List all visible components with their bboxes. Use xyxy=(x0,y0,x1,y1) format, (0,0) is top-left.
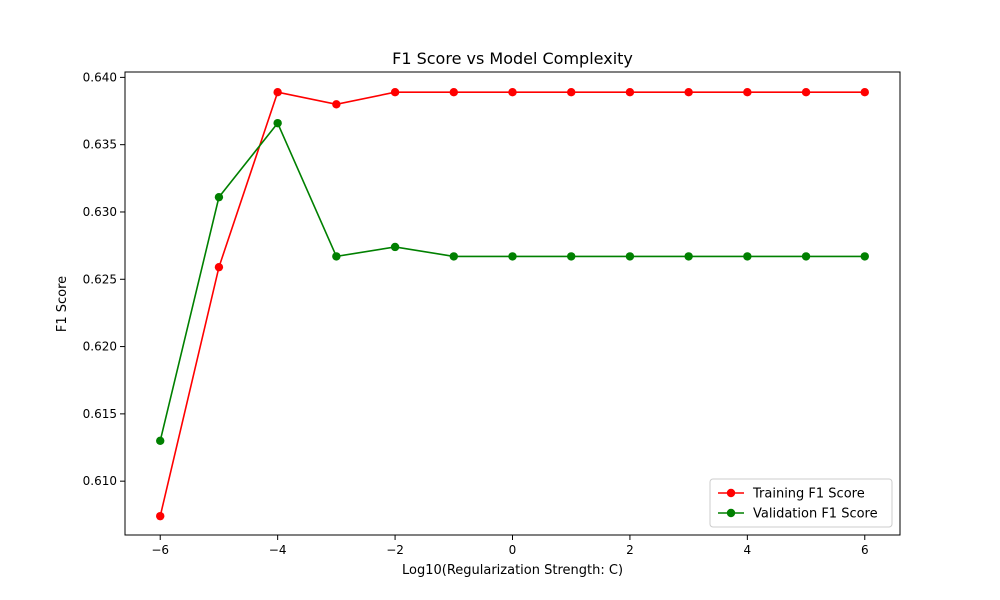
x-tick-label: −6 xyxy=(151,543,169,557)
series-2-point xyxy=(567,252,576,261)
series-2-point xyxy=(684,252,693,261)
series-1-point xyxy=(508,87,517,97)
x-tick-label: −4 xyxy=(269,543,287,557)
legend-label-1: Training F1 Score xyxy=(752,487,865,502)
y-tick-label: 0.625 xyxy=(83,272,117,286)
x-tick-label: 4 xyxy=(744,543,752,557)
y-axis-label: F1 Score xyxy=(55,276,70,332)
series-2-point xyxy=(625,252,635,261)
chart-title: F1 Score vs Model Complexity xyxy=(392,49,633,68)
series-1-point xyxy=(743,87,752,97)
legend-marker-2 xyxy=(726,508,736,518)
x-axis-label: Log10(Regularization Strength: C) xyxy=(402,563,623,578)
legend-marker-1 xyxy=(726,488,736,498)
legend-label-2: Validation F1 Score xyxy=(753,507,878,522)
legend-box xyxy=(709,478,893,528)
series-2-point xyxy=(508,252,517,261)
series-2-point xyxy=(860,252,869,261)
x-tick-label: 6 xyxy=(861,543,869,557)
y-tick-label: 0.635 xyxy=(83,138,117,152)
series-1-point xyxy=(332,100,341,109)
series-2-point xyxy=(743,252,752,261)
series-1-point xyxy=(625,87,635,97)
series-1-point xyxy=(214,262,224,272)
series-1-point xyxy=(273,87,282,97)
series-1-point xyxy=(684,87,693,97)
series-2-point xyxy=(214,192,224,202)
series-1-point xyxy=(801,87,811,97)
series-1-point xyxy=(390,87,400,97)
x-tick-label: 0 xyxy=(509,543,517,557)
y-tick-label: 0.630 xyxy=(83,205,117,219)
series-2-point xyxy=(449,252,458,261)
x-tick-label: 2 xyxy=(626,543,634,557)
x-tick-label: −2 xyxy=(386,543,404,557)
series-2-point xyxy=(273,118,282,128)
series-1-point xyxy=(567,87,576,97)
series-2-point xyxy=(801,252,811,261)
y-tick-label: 0.620 xyxy=(83,340,117,354)
series-2-point xyxy=(390,242,400,252)
series-1-point xyxy=(449,87,458,97)
y-tick-label: 0.610 xyxy=(83,474,117,488)
y-tick-label: 0.615 xyxy=(83,407,117,421)
series-1-point xyxy=(156,511,165,521)
series-2-point xyxy=(332,252,341,261)
series-2-point xyxy=(156,436,165,445)
plot-area: −6 −4 −2 0 2 4 6 0.610 0.615 0.620 0.625 0.630 0.635… xyxy=(83,70,901,557)
legend: Training F1 Score Validation F1 Score xyxy=(709,478,893,528)
y-tick-label: 0.640 xyxy=(83,70,117,84)
series-1-point xyxy=(860,87,869,97)
